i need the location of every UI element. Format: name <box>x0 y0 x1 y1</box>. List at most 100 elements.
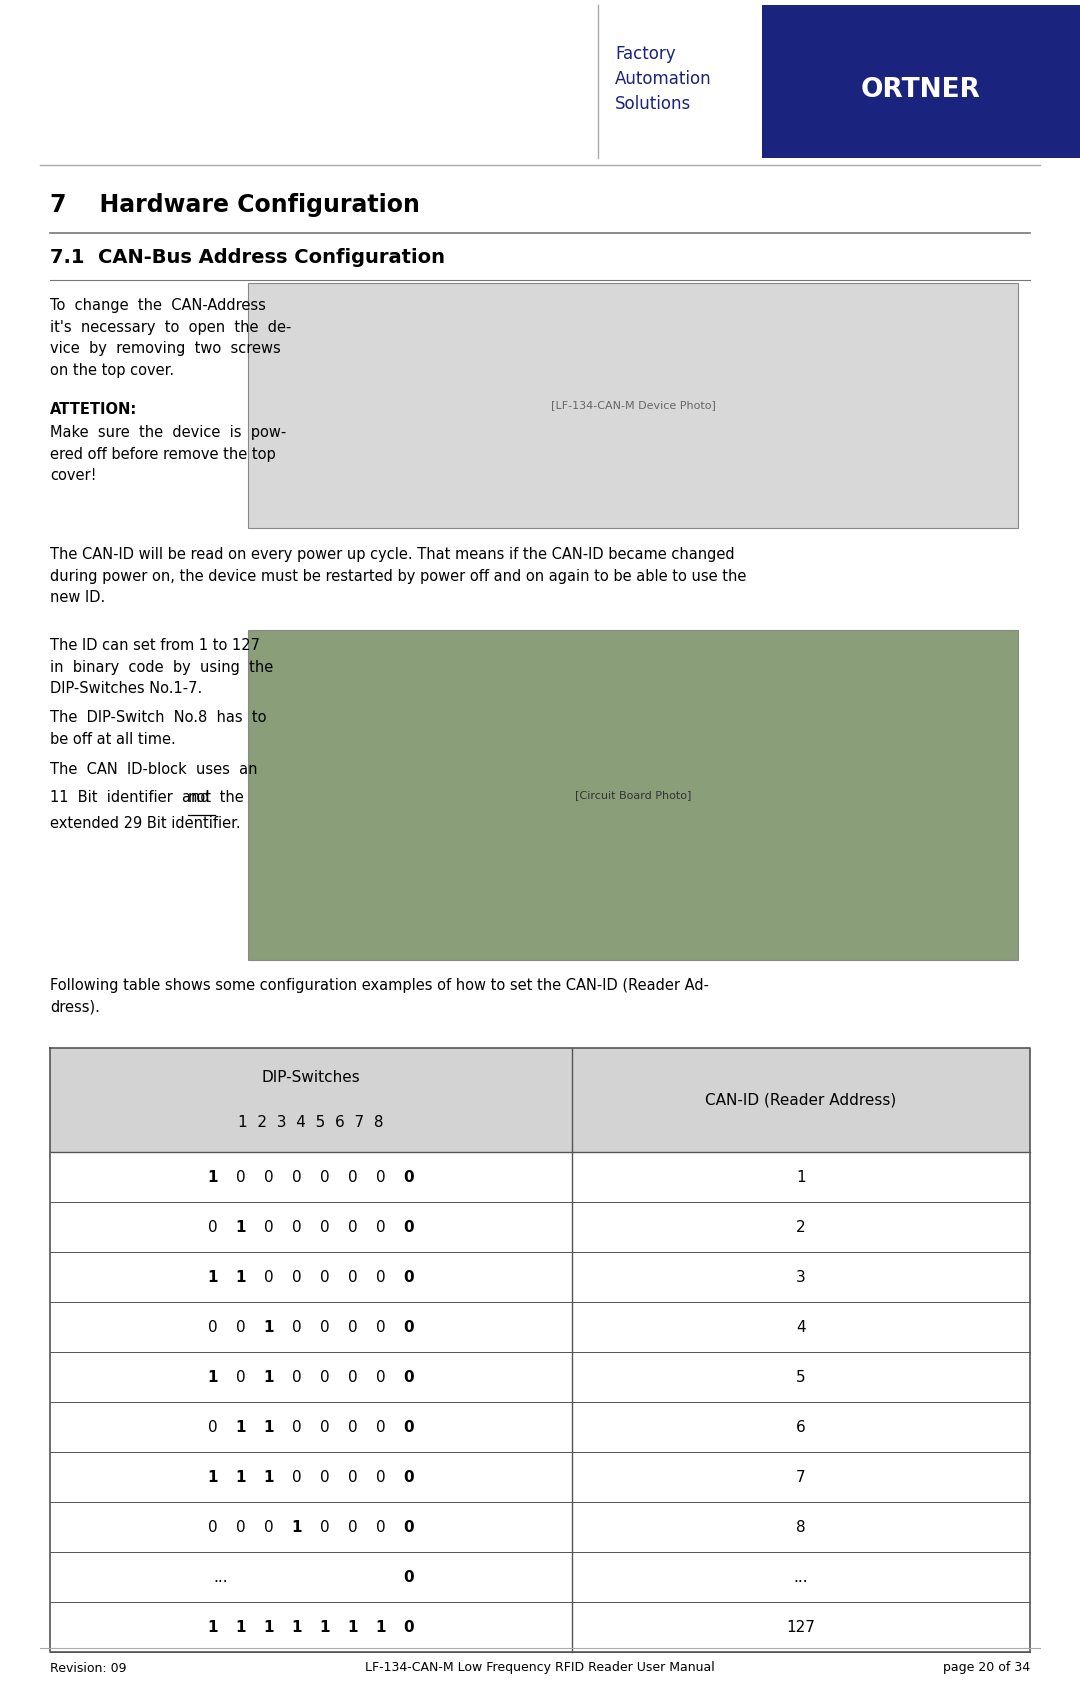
Text: Revision: 09: Revision: 09 <box>50 1662 126 1674</box>
Text: 127: 127 <box>786 1620 815 1635</box>
Text: 1: 1 <box>207 1620 218 1635</box>
Text: 0: 0 <box>348 1219 357 1235</box>
Text: 0: 0 <box>320 1369 329 1384</box>
Text: not: not <box>188 790 212 806</box>
Text: ...: ... <box>794 1569 808 1584</box>
Text: 1: 1 <box>207 1270 218 1284</box>
Text: 7: 7 <box>796 1469 806 1484</box>
Text: 1: 1 <box>207 1170 218 1184</box>
Text: DIP-Switches: DIP-Switches <box>261 1070 361 1085</box>
Text: To  change  the  CAN-Address
it's  necessary  to  open  the  de-
vice  by  remov: To change the CAN-Address it's necessary… <box>50 298 292 378</box>
FancyBboxPatch shape <box>762 5 1080 158</box>
Text: 1: 1 <box>235 1420 246 1435</box>
Text: [LF-134-CAN-M Device Photo]: [LF-134-CAN-M Device Photo] <box>551 400 715 410</box>
Text: ORTNER: ORTNER <box>861 76 981 103</box>
Text: 7    Hardware Configuration: 7 Hardware Configuration <box>50 193 420 217</box>
Text: 1: 1 <box>235 1620 246 1635</box>
Text: 0: 0 <box>404 1369 415 1384</box>
Text: 1: 1 <box>376 1620 387 1635</box>
Text: 1: 1 <box>348 1620 359 1635</box>
FancyBboxPatch shape <box>50 1152 1030 1202</box>
Text: 3: 3 <box>796 1270 806 1284</box>
Text: 0: 0 <box>348 1369 357 1384</box>
Text: 0: 0 <box>237 1520 246 1535</box>
Text: 8: 8 <box>796 1520 806 1535</box>
FancyBboxPatch shape <box>50 1202 1030 1252</box>
Text: 11  Bit  identifier  and: 11 Bit identifier and <box>50 790 214 806</box>
FancyBboxPatch shape <box>50 1603 1030 1652</box>
Text: 0: 0 <box>293 1170 301 1184</box>
FancyBboxPatch shape <box>50 1403 1030 1452</box>
Text: 1: 1 <box>292 1620 302 1635</box>
Text: 1: 1 <box>207 1469 218 1484</box>
Text: The  CAN  ID-block  uses  an: The CAN ID-block uses an <box>50 762 257 777</box>
Text: 0: 0 <box>404 1620 415 1635</box>
Text: 0: 0 <box>404 1219 415 1235</box>
Text: 0: 0 <box>320 1520 329 1535</box>
Text: 1: 1 <box>264 1620 274 1635</box>
Text: 0: 0 <box>348 1520 357 1535</box>
Text: 1: 1 <box>264 1369 274 1384</box>
Text: extended 29 Bit identifier.: extended 29 Bit identifier. <box>50 816 241 831</box>
Text: page 20 of 34: page 20 of 34 <box>943 1662 1030 1674</box>
Text: 0: 0 <box>348 1469 357 1484</box>
Text: 0: 0 <box>208 1420 218 1435</box>
Text: Make  sure  the  device  is  pow-
ered off before remove the top
cover!: Make sure the device is pow- ered off be… <box>50 426 286 483</box>
Text: 0: 0 <box>376 1170 386 1184</box>
FancyBboxPatch shape <box>248 629 1018 960</box>
Text: 0: 0 <box>293 1270 301 1284</box>
Text: 0: 0 <box>376 1219 386 1235</box>
Text: CAN-ID (Reader Address): CAN-ID (Reader Address) <box>705 1092 896 1107</box>
Text: 0: 0 <box>404 1569 415 1584</box>
Text: 1: 1 <box>796 1170 806 1184</box>
Text: 0: 0 <box>320 1170 329 1184</box>
Text: 0: 0 <box>293 1219 301 1235</box>
Text: 1: 1 <box>264 1469 274 1484</box>
Text: 0: 0 <box>348 1319 357 1335</box>
FancyBboxPatch shape <box>50 1503 1030 1552</box>
Text: 0: 0 <box>320 1319 329 1335</box>
Text: 0: 0 <box>320 1420 329 1435</box>
Text: 0: 0 <box>348 1420 357 1435</box>
Text: 0: 0 <box>293 1319 301 1335</box>
Text: 1: 1 <box>235 1219 246 1235</box>
Text: 1: 1 <box>235 1469 246 1484</box>
Text: 6: 6 <box>796 1420 806 1435</box>
Text: 0: 0 <box>293 1469 301 1484</box>
Text: 0: 0 <box>376 1520 386 1535</box>
Text: Factory
Automation
Solutions: Factory Automation Solutions <box>615 46 712 114</box>
Text: LF-134-CAN-M Low Frequency RFID Reader User Manual: LF-134-CAN-M Low Frequency RFID Reader U… <box>365 1662 715 1674</box>
FancyBboxPatch shape <box>50 1252 1030 1303</box>
Text: 0: 0 <box>404 1469 415 1484</box>
Text: 1: 1 <box>235 1270 246 1284</box>
Text: 1: 1 <box>320 1620 330 1635</box>
Text: 0: 0 <box>320 1469 329 1484</box>
Text: 0: 0 <box>237 1369 246 1384</box>
Text: 0: 0 <box>404 1270 415 1284</box>
FancyBboxPatch shape <box>50 1303 1030 1352</box>
Text: the: the <box>215 790 244 806</box>
Text: 0: 0 <box>376 1420 386 1435</box>
Text: 0: 0 <box>265 1520 274 1535</box>
Text: 0: 0 <box>320 1270 329 1284</box>
Text: 0: 0 <box>320 1219 329 1235</box>
FancyBboxPatch shape <box>50 1352 1030 1403</box>
Text: 0: 0 <box>208 1319 218 1335</box>
Text: 0: 0 <box>376 1319 386 1335</box>
Text: [Circuit Board Photo]: [Circuit Board Photo] <box>575 790 691 801</box>
Text: 1: 1 <box>292 1520 302 1535</box>
Text: ...: ... <box>213 1569 228 1584</box>
Text: 0: 0 <box>376 1270 386 1284</box>
Text: 0: 0 <box>293 1369 301 1384</box>
Text: Following table shows some configuration examples of how to set the CAN-ID (Read: Following table shows some configuration… <box>50 979 708 1014</box>
Text: 0: 0 <box>404 1319 415 1335</box>
Text: 0: 0 <box>293 1420 301 1435</box>
Text: The CAN-ID will be read on every power up cycle. That means if the CAN-ID became: The CAN-ID will be read on every power u… <box>50 548 746 605</box>
Text: 0: 0 <box>376 1469 386 1484</box>
Text: 0: 0 <box>376 1369 386 1384</box>
Text: 0: 0 <box>265 1170 274 1184</box>
FancyBboxPatch shape <box>50 1552 1030 1603</box>
Text: 1: 1 <box>264 1420 274 1435</box>
FancyBboxPatch shape <box>50 1048 1030 1152</box>
Text: 0: 0 <box>237 1170 246 1184</box>
